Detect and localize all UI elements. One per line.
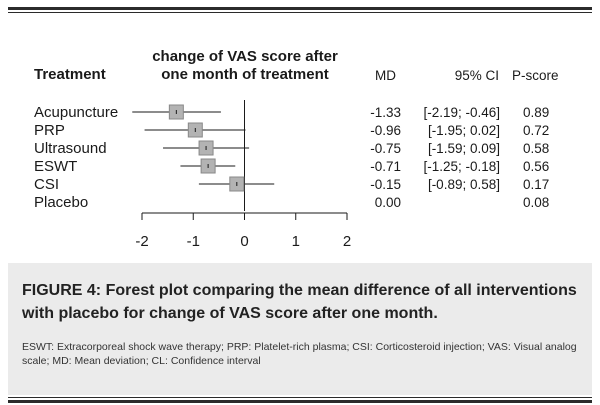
row-label: ESWT — [34, 158, 77, 175]
ci-header: 95% CI — [455, 68, 499, 83]
p-score-header: P-score — [512, 68, 559, 83]
row-ci: [-1.25; -0.18] — [423, 159, 500, 174]
row-md: -0.96 — [370, 123, 401, 138]
top-rule-thin — [8, 12, 592, 13]
x-tick-label: -1 — [187, 233, 200, 250]
row-label: Placebo — [34, 194, 88, 211]
forest-plot: Treatment change of VAS score after one … — [34, 48, 559, 250]
row-md: -1.33 — [370, 105, 401, 120]
x-tick-label: 0 — [240, 233, 248, 250]
figure-caption: FIGURE 4: Forest plot comparing the mean… — [8, 263, 592, 395]
row-label: Acupuncture — [34, 104, 118, 121]
row-label: Ultrasound — [34, 140, 107, 157]
row-ci: [-0.89; 0.58] — [428, 177, 500, 192]
row-p-score: 0.72 — [523, 123, 549, 138]
treatment-header: Treatment — [34, 66, 106, 83]
row-p-score: 0.17 — [523, 177, 549, 192]
row-label: PRP — [34, 122, 65, 139]
x-tick-label: -2 — [135, 233, 148, 250]
top-rule — [8, 7, 592, 10]
row-p-score: 0.58 — [523, 141, 549, 156]
row-md: -0.15 — [370, 177, 401, 192]
rows-layer: Acupuncture -1.33 [-2.19; -0.46] 0.89 PRP -0.… — [34, 104, 549, 211]
row-label: CSI — [34, 176, 59, 193]
bottom-rule — [8, 400, 592, 403]
row-p-score: 0.56 — [523, 159, 549, 174]
row-md: 0.00 — [375, 195, 401, 210]
plot-title-line2: one month of treatment — [161, 66, 329, 83]
row-p-score: 0.08 — [523, 195, 549, 210]
x-tick-label: 2 — [343, 233, 351, 250]
caption-note: ESWT: Extracorporeal shock wave therapy;… — [22, 341, 577, 367]
md-header: MD — [375, 68, 396, 83]
x-axis: -2 -1 0 1 2 — [135, 212, 351, 250]
caption-title: FIGURE 4: Forest plot comparing the mean… — [22, 282, 577, 322]
plot-title-line1: change of VAS score after — [152, 48, 338, 65]
row-md: -0.71 — [370, 159, 401, 174]
row-ci: [-1.59; 0.09] — [428, 141, 500, 156]
row-p-score: 0.89 — [523, 105, 549, 120]
row-ci: [-2.19; -0.46] — [423, 105, 500, 120]
bottom-rule-thin — [8, 397, 592, 398]
x-tick-label: 1 — [292, 233, 300, 250]
row-ci: [-1.95; 0.02] — [428, 123, 500, 138]
row-md: -0.75 — [370, 141, 401, 156]
